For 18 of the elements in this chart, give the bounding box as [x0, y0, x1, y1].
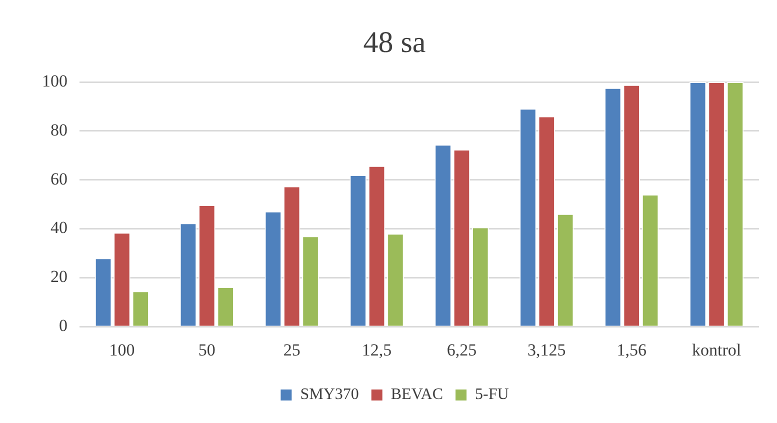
x-tick-label: 100 [109, 340, 135, 360]
y-tick-label: 20 [50, 267, 68, 286]
y-tick-label: 40 [50, 218, 68, 238]
legend-label: SMY370 [300, 386, 359, 404]
x-tick-label: 1,56 [616, 340, 646, 360]
x-tick-label: kontrol [692, 340, 742, 360]
x-tick-label: 25 [283, 340, 300, 360]
y-tick-label: 0 [59, 316, 68, 336]
x-tick-label: 50 [198, 340, 216, 360]
legend-label: 5-FU [475, 386, 510, 404]
y-tick-label: 60 [50, 169, 68, 188]
x-tick-label: 3,125 [528, 340, 566, 360]
legend-label: BEVAC [390, 386, 444, 404]
x-tick-label: 6,25 [446, 340, 477, 360]
y-tick-label: 80 [50, 120, 68, 140]
y-tick-label: 100 [42, 71, 68, 90]
x-tick-label: 12,5 [362, 340, 392, 360]
chart-title: 48 sa [363, 26, 426, 59]
